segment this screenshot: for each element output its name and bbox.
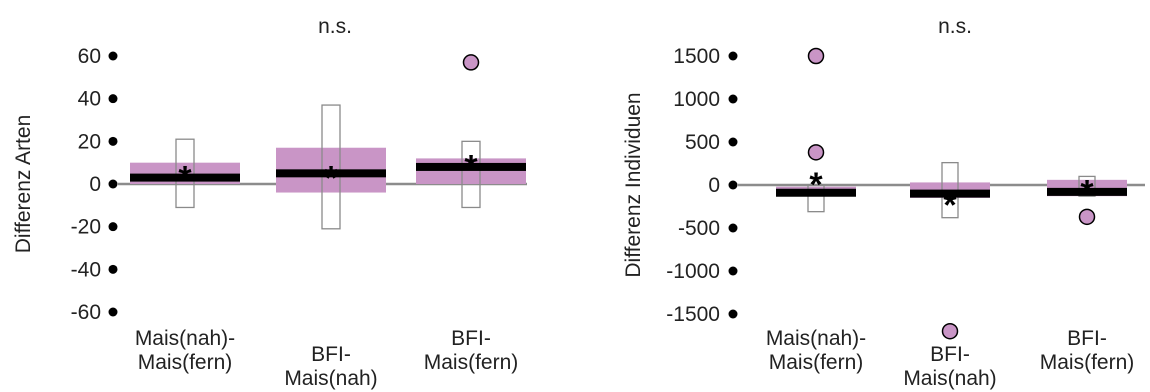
y-tick-label: -40: [71, 258, 101, 281]
iqr-box: [416, 158, 526, 184]
outlier-point: [807, 47, 825, 65]
y-tick-dot: [728, 180, 738, 190]
median-bar: [776, 188, 856, 197]
mean-marker: *: [464, 149, 478, 187]
y-tick-dot: [108, 179, 118, 189]
x-category-label: Mais(fern): [769, 351, 864, 374]
mean-marker: *: [943, 186, 957, 224]
median-bar: [130, 173, 240, 182]
x-category-label: Mais(fern): [138, 351, 233, 374]
median-bar: [1047, 187, 1127, 196]
whisker-range-box: [175, 138, 195, 209]
y-tick-dot: [728, 137, 738, 147]
y-tick-label: 1500: [673, 45, 720, 68]
y-tick-dot: [108, 222, 118, 232]
x-category-label: Mais(nah)-: [766, 327, 866, 350]
x-category-label: Mais(fern): [424, 351, 519, 374]
x-category-label: Mais(nah): [903, 367, 996, 390]
y-tick-dot: [108, 136, 118, 146]
y-tick-dot: [728, 94, 738, 104]
y-tick-dot: [728, 266, 738, 276]
y-tick-label: 0: [708, 174, 720, 197]
y-tick-label: 20: [78, 130, 101, 153]
mean-marker: *: [809, 166, 823, 204]
chart-panel-individuals: n.s. Differenz Individuen 1500 1000 500 0 -5…: [622, 15, 1145, 390]
whisker-range-box: [321, 104, 341, 230]
mean-marker: *: [324, 159, 338, 197]
x-category-label: BFI-: [1067, 327, 1107, 350]
y-axis-label: Differenz Arten: [12, 115, 35, 254]
median-bar: [910, 189, 990, 198]
median-bar: [276, 169, 386, 178]
y-tick-label: -500: [678, 217, 720, 240]
outlier-point: [462, 54, 480, 71]
mean-marker: *: [1080, 174, 1094, 212]
x-category-label: Mais(nah): [284, 367, 377, 390]
y-tick-label: 0: [89, 173, 101, 196]
x-category-label: Mais(nah)-: [135, 327, 235, 350]
whisker-range-box: [461, 140, 481, 209]
y-tick-label: 60: [78, 45, 101, 68]
y-tick-dot: [108, 307, 118, 317]
y-tick-label: 500: [685, 131, 720, 154]
y-tick-dot: [728, 309, 738, 319]
y-tick-label: 1000: [673, 88, 720, 111]
y-tick-dot: [728, 51, 738, 61]
y-tick-label: 40: [78, 88, 101, 111]
outlier-point: [807, 144, 825, 161]
whisker-range-box: [1078, 175, 1096, 197]
outlier-point: [941, 322, 959, 340]
chart-panel-species: n.s. Differenz Arten 60 40 20 0 -20 -40 -60 * Ma…: [12, 15, 527, 390]
x-category-label: BFI-: [930, 343, 970, 366]
y-tick-dot: [108, 264, 118, 274]
x-category-label: BFI-: [451, 327, 491, 350]
chart-title: n.s.: [938, 15, 972, 38]
outlier-point: [1078, 208, 1096, 226]
median-bar: [416, 162, 526, 171]
y-tick-label: -60: [71, 301, 101, 324]
chart-title: n.s.: [318, 15, 352, 38]
whisker-range-box: [807, 184, 825, 213]
y-tick-dot: [108, 94, 118, 104]
y-tick-dot: [728, 223, 738, 233]
mean-marker: *: [178, 159, 192, 197]
y-tick-dot: [108, 51, 118, 61]
x-category-label: Mais(fern): [1040, 351, 1135, 374]
y-tick-label: -20: [71, 216, 101, 239]
y-tick-label: -1500: [666, 303, 720, 326]
y-tick-label: -1000: [666, 260, 720, 283]
x-category-label: BFI-: [311, 343, 351, 366]
y-axis-label: Differenz Individuen: [622, 92, 645, 277]
